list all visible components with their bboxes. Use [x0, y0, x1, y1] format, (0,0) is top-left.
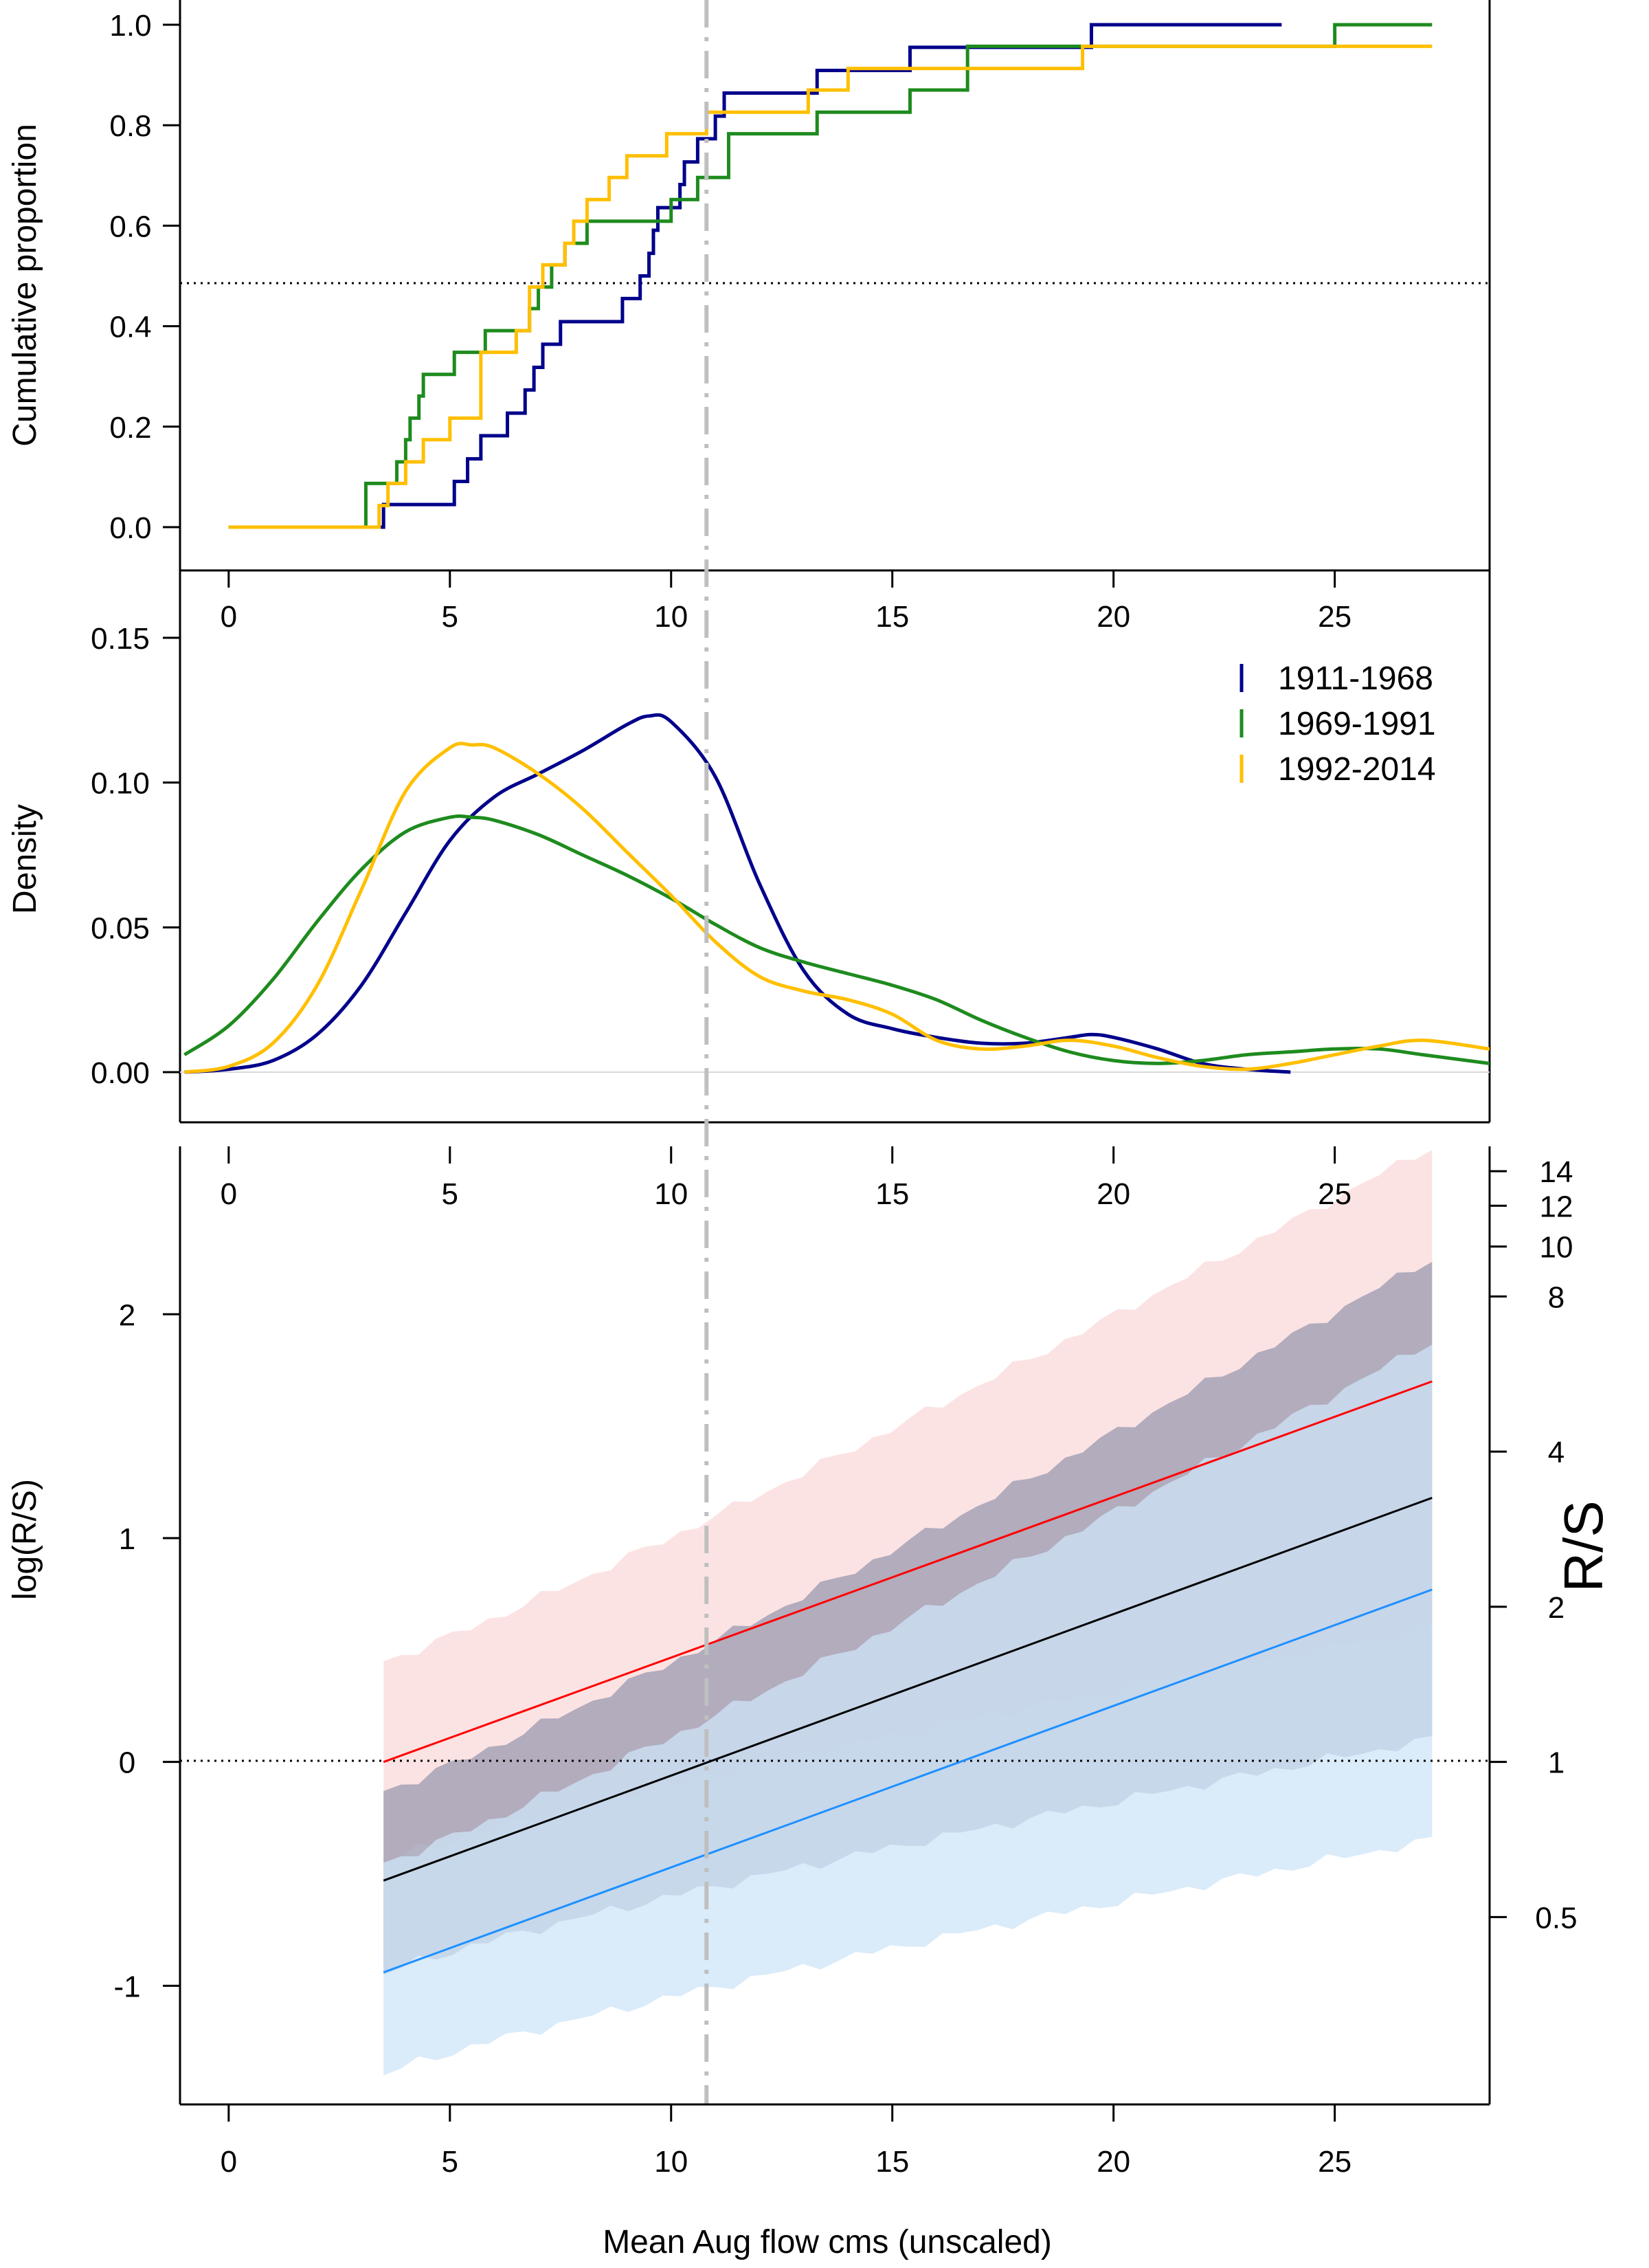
- x-tick-label: 20: [1097, 1177, 1130, 1211]
- density-series-group: [183, 713, 1490, 1074]
- rs-tick-label: 14: [1540, 1155, 1573, 1189]
- x-tick-label: 25: [1318, 2145, 1351, 2179]
- recruitment-y-axis: -1 0 1 2: [113, 1298, 180, 2003]
- rs-axis-label: R/S: [1553, 1500, 1614, 1592]
- y-tick-label: 0.15: [91, 622, 150, 656]
- rs-tick-label: 8: [1548, 1280, 1564, 1314]
- y-tick-label: 0: [119, 1746, 135, 1780]
- y-tick-label: 0.0: [109, 511, 151, 545]
- x-tick-label: 0: [221, 1177, 237, 1211]
- y-tick-label: 1: [119, 1522, 135, 1556]
- regression-line: [383, 1380, 1433, 1764]
- cumulative-y-axis: 0.0 0.2 0.4 0.6 0.8 1.0: [109, 9, 180, 545]
- legend-item: 1992-2014: [1239, 751, 1436, 788]
- density-curve: [184, 742, 1490, 1074]
- x-tick-label: 10: [654, 2145, 688, 2179]
- legend: 1911-1968 1969-1991 1992-2014: [1239, 660, 1436, 788]
- density-x-axis: 0 5 10 15 20 25: [221, 570, 1351, 634]
- rs-tick-label: 4: [1548, 1436, 1564, 1469]
- x-tick-label: 5: [442, 2145, 458, 2179]
- recruitment-bands-group: [383, 1150, 1433, 2076]
- cumulative-panel: 0.0 0.2 0.4 0.6 0.8 1.0 Cumulative proportion: [7, 0, 1491, 572]
- x-tick-label: 20: [1097, 600, 1130, 634]
- rs-tick-label: 1: [1548, 1746, 1564, 1780]
- y-tick-label: 0.4: [109, 311, 151, 344]
- x-tick-label: 0: [221, 600, 237, 634]
- x-tick-label: 25: [1318, 600, 1351, 634]
- x-tick-label: 5: [442, 1177, 458, 1211]
- legend-label: 1992-2014: [1278, 751, 1436, 788]
- x-tick-label: 25: [1318, 1177, 1351, 1211]
- density-frame: [179, 570, 1491, 1124]
- legend-label: 1969-1991: [1278, 706, 1436, 742]
- cumulative-frame: [179, 0, 1491, 572]
- rs-tick-label: 10: [1540, 1231, 1573, 1265]
- legend-label: 1911-1968: [1278, 660, 1433, 697]
- y-tick-label: 0.6: [109, 210, 151, 243]
- x-tick-label: 0: [221, 2145, 237, 2179]
- cumulative-line: [228, 23, 1282, 529]
- y-tick-label: 0.00: [91, 1056, 150, 1090]
- legend-item: 1969-1991: [1239, 706, 1436, 742]
- x-tick-label: 15: [875, 2145, 909, 2179]
- recruitment-lines-group: [383, 1380, 1433, 1974]
- recruitment-y-label: log(R/S): [7, 1479, 43, 1600]
- flow-x-axis: 0 5 10 15 20 25: [221, 2103, 1351, 2179]
- legend-item: 1911-1968: [1239, 660, 1433, 697]
- y-tick-label: 0.05: [91, 911, 150, 945]
- density-curve: [184, 713, 1291, 1074]
- regression-line: [383, 1588, 1433, 1974]
- rs-tick-label: 12: [1540, 1190, 1573, 1223]
- x-tick-label: 15: [875, 600, 909, 634]
- x-axis-label: Mean Aug flow cms (unscaled): [603, 2224, 1052, 2260]
- density-y-axis: 0.00 0.05 0.10 0.15: [91, 622, 180, 1090]
- y-tick-label: 2: [119, 1298, 135, 1332]
- cumulative-line: [228, 23, 1433, 529]
- x-tick-label: 10: [654, 600, 688, 634]
- density-panel: 0 5 10 15 20 25 0.00 0.05 0.10 0.15 Density 1911…: [7, 570, 1491, 1124]
- y-tick-label: 0.2: [109, 411, 151, 445]
- cumulative-y-label: Cumulative proportion: [7, 124, 43, 447]
- density-y-label: Density: [7, 804, 43, 914]
- x-tick-label: 10: [654, 1177, 688, 1211]
- y-tick-label: 1.0: [109, 9, 151, 43]
- regression-line: [383, 1496, 1433, 1882]
- x-tick-label: 15: [875, 1177, 909, 1211]
- x-tick-label: 20: [1097, 2145, 1130, 2179]
- y-tick-label: 0.8: [109, 109, 151, 143]
- recruitment-top-x-axis: 0 5 10 15 20 25: [221, 1146, 1351, 1211]
- y-tick-label: -1: [113, 1970, 140, 2003]
- x-tick-label: 5: [442, 600, 458, 634]
- rs-tick-label: 0.5: [1535, 1901, 1577, 1935]
- cumulative-series-group: [228, 23, 1433, 529]
- rs-tick-label: 2: [1548, 1591, 1564, 1625]
- density-curve: [183, 814, 1490, 1065]
- y-tick-label: 0.10: [91, 767, 150, 801]
- credible-band: [383, 1344, 1433, 2076]
- cumulative-line: [228, 44, 1433, 529]
